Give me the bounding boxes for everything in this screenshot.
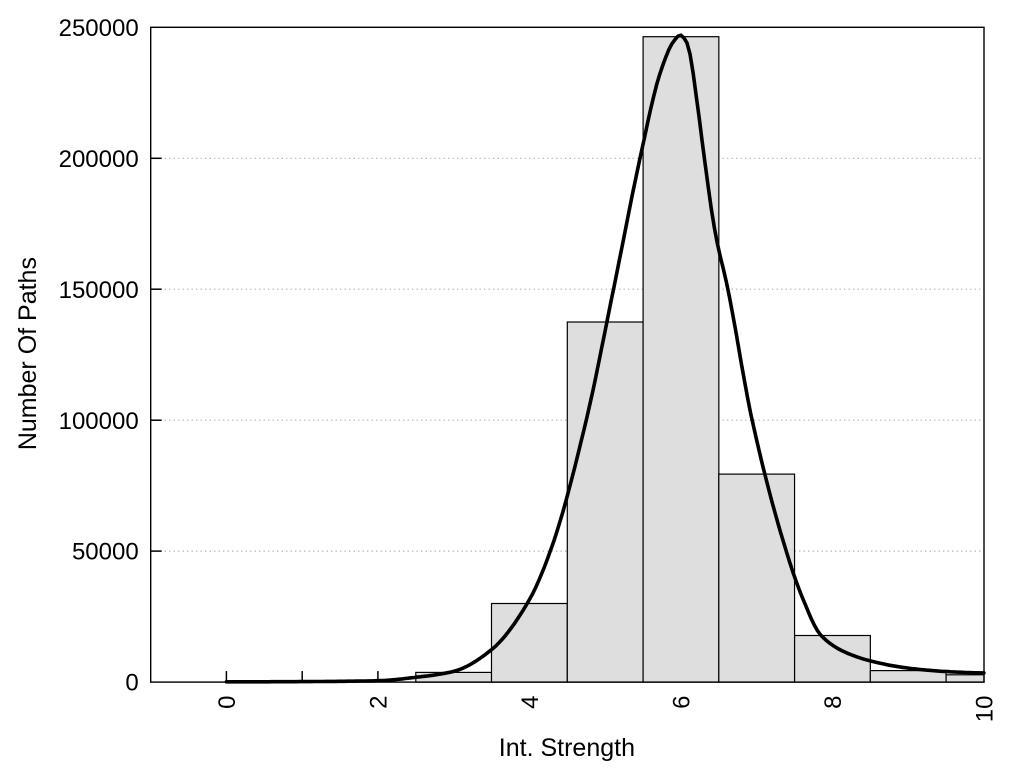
svg-text:0: 0 (214, 696, 241, 709)
svg-text:200000: 200000 (59, 146, 139, 173)
svg-text:Int. Strength: Int. Strength (499, 734, 635, 762)
svg-text:4: 4 (517, 696, 544, 709)
svg-text:8: 8 (820, 696, 847, 709)
svg-text:10: 10 (972, 696, 999, 723)
svg-text:2: 2 (366, 696, 393, 709)
svg-text:250000: 250000 (59, 15, 139, 42)
svg-text:100000: 100000 (59, 408, 139, 435)
svg-text:6: 6 (669, 696, 696, 709)
svg-text:Number Of Paths: Number Of Paths (14, 257, 42, 450)
svg-text:0: 0 (125, 670, 138, 697)
svg-text:50000: 50000 (72, 539, 139, 566)
svg-text:150000: 150000 (59, 277, 139, 304)
